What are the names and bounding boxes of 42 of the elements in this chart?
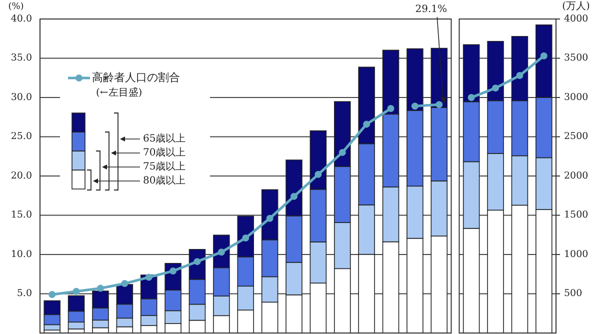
point — [194, 258, 201, 266]
point — [72, 288, 80, 295]
legend-label: 高齢者人口の割合 — [92, 70, 180, 84]
y-tick-label: 25.0 — [10, 131, 32, 142]
point — [121, 280, 128, 288]
point — [314, 170, 322, 178]
point — [170, 267, 177, 274]
legend-label: 65歳以上 — [143, 132, 186, 145]
point — [218, 248, 225, 256]
y2-tick-label: 2500 — [564, 131, 588, 142]
legend-label: 75歳以上 — [143, 160, 186, 173]
point — [48, 291, 56, 298]
annotation: (←左目盛) — [96, 86, 142, 99]
point — [436, 101, 443, 108]
point — [338, 148, 346, 156]
legend-label: 80歳以上 — [143, 174, 186, 187]
y-tick-label: 35.0 — [10, 52, 32, 64]
y-tick-label: 10.0 — [10, 248, 32, 260]
y-tick-label: 40.0 — [10, 13, 32, 24]
y-tick-label: 5.0 — [16, 288, 32, 300]
y-tick-label: 30.0 — [10, 92, 32, 103]
point — [290, 192, 298, 200]
y-axis-title: (%) — [8, 2, 24, 12]
point — [387, 104, 394, 112]
y2-tick-label: 4000 — [564, 13, 588, 24]
y2-tick-label: 2000 — [564, 170, 588, 182]
y2-tick-label: 500 — [564, 288, 582, 300]
y2-tick-label: 3500 — [564, 52, 588, 64]
text: 29.1% — [415, 4, 448, 15]
point — [145, 274, 152, 281]
y2-tick-label: 1500 — [564, 210, 588, 221]
legend-label: 70歳以上 — [143, 146, 186, 159]
point — [96, 284, 104, 292]
point — [242, 234, 250, 242]
y-tick-label: 15.0 — [10, 210, 32, 221]
point — [363, 120, 370, 128]
y2-axis-title: (万人) — [562, 1, 590, 12]
y-tick-label: 20.0 — [10, 170, 32, 182]
y2-tick-label: 1000 — [564, 248, 588, 260]
y2-tick-label: 3000 — [564, 92, 588, 103]
point — [411, 102, 418, 110]
point — [266, 214, 274, 222]
